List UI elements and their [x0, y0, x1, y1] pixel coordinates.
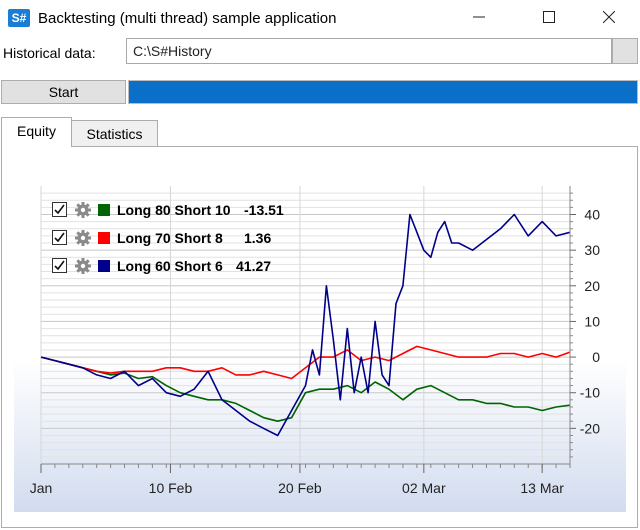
legend-series-name-3: Long 60 Short 6 [117, 258, 223, 274]
legend-checkbox-1[interactable] [52, 202, 67, 217]
legend-series-value-3: 41.27 [236, 258, 272, 274]
legend-swatch-1 [98, 204, 110, 216]
x-tick-label: 10 Feb [149, 480, 193, 496]
legend-swatch-2 [98, 232, 110, 244]
legend-checkbox-3[interactable] [52, 258, 67, 273]
y-tick-label: 30 [584, 242, 600, 258]
app-icon: S# [8, 9, 30, 27]
browse-folder-button[interactable] [612, 38, 638, 64]
legend-checkbox-2[interactable] [52, 230, 67, 245]
maximize-icon[interactable] [526, 0, 572, 36]
tab-equity[interactable]: Equity [1, 117, 72, 147]
gear-icon[interactable] [74, 257, 92, 275]
x-tick-label: 02 Mar [402, 480, 446, 496]
gear-icon[interactable] [74, 229, 92, 247]
series-line-1 [40, 356, 571, 422]
progress-bar [128, 80, 638, 104]
historical-data-path-field[interactable]: C:\S#History [126, 38, 612, 64]
equity-chart-svg: Jan 10 Feb 20 Feb 02 Mar 13 Mar 40 30 20 10 0 -10 -… [14, 172, 626, 512]
legend-series-name-1: Long 80 Short 10 [117, 202, 231, 218]
y-tick-label: 20 [584, 278, 600, 294]
y-tick-label: 0 [592, 349, 600, 365]
x-tick-label: 20 Feb [278, 480, 322, 496]
legend-swatch-3 [98, 260, 110, 272]
y-tick-label: 40 [584, 207, 600, 223]
x-tick-label: Jan [30, 480, 53, 496]
progress-bar-fill [129, 81, 637, 103]
series-line-2 [40, 345, 571, 380]
legend-series-name-2: Long 70 Short 8 [117, 230, 223, 246]
title-bar: S# Backtesting (multi thread) sample app… [0, 0, 640, 38]
y-tick-label: -20 [580, 420, 600, 436]
gear-icon[interactable] [74, 201, 92, 219]
minimize-icon[interactable] [456, 0, 502, 36]
y-tick-label: 10 [584, 313, 600, 329]
legend-series-value-1: -13.51 [244, 202, 284, 218]
y-tick-label: -10 [580, 385, 600, 401]
window-title: Backtesting (multi thread) sample applic… [38, 10, 337, 27]
equity-chart: Jan 10 Feb 20 Feb 02 Mar 13 Mar 40 30 20 10 0 -10 -… [14, 172, 626, 515]
tab-statistics[interactable]: Statistics [72, 120, 158, 147]
legend-series-value-2: 1.36 [244, 230, 272, 246]
historical-data-label: Historical data: [3, 45, 96, 61]
x-tick-label: 13 Mar [520, 480, 564, 496]
close-icon[interactable] [586, 0, 632, 36]
series-line-3 [40, 213, 571, 437]
start-button[interactable]: Start [1, 80, 126, 104]
chart-background [14, 172, 626, 512]
